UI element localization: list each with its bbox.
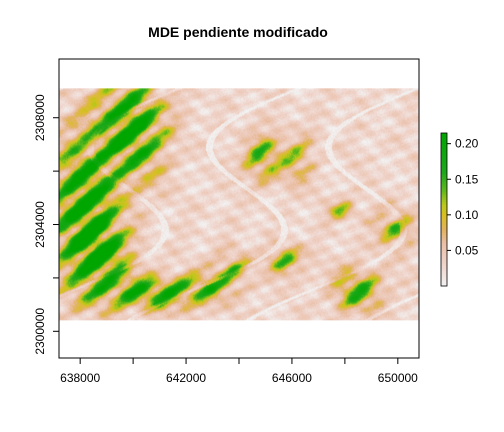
- legend-color-step: [441, 227, 447, 231]
- y-tick-label: 2308000: [33, 94, 47, 141]
- legend-color-step: [441, 158, 447, 162]
- legend-color-step: [441, 150, 447, 154]
- legend-color-step: [441, 229, 447, 234]
- legend-color-step: [441, 148, 447, 152]
- legend-color-step: [441, 240, 447, 244]
- legend-color-step: [441, 219, 447, 223]
- legend-color-step: [441, 235, 447, 239]
- legend-color-step: [441, 252, 447, 256]
- legend-color-step: [441, 171, 447, 175]
- legend-color-step: [441, 184, 447, 188]
- legend-color-step: [441, 201, 447, 205]
- legend-color-step: [441, 194, 447, 198]
- legend-color-step: [441, 217, 447, 221]
- legend-color-step: [441, 166, 447, 170]
- legend-color-step: [441, 161, 447, 165]
- legend-tick-label: 0.10: [455, 208, 479, 222]
- x-tick-label: 638000: [60, 371, 100, 385]
- legend-color-step: [441, 155, 447, 160]
- legend-color-step: [441, 209, 447, 213]
- x-tick-label: 646000: [272, 371, 312, 385]
- legend-color-step: [441, 181, 447, 185]
- legend-color-step: [441, 138, 447, 142]
- legend-color-step: [441, 250, 447, 254]
- legend-color-step: [441, 242, 447, 246]
- raster-image: [59, 88, 419, 321]
- legend-color-step: [441, 257, 447, 262]
- legend-color-step: [441, 255, 447, 259]
- legend-color-step: [441, 273, 447, 277]
- legend-color-step: [441, 153, 447, 157]
- legend-color-step: [441, 143, 447, 147]
- legend-color-step: [441, 204, 447, 208]
- legend-color-step: [441, 265, 447, 269]
- legend-color-step: [441, 173, 447, 177]
- slope-raster: [59, 88, 419, 321]
- legend-color-step: [441, 232, 447, 236]
- legend-tick-label: 0.05: [455, 243, 479, 257]
- x-tick-label: 650000: [378, 371, 418, 385]
- legend-color-step: [441, 224, 447, 228]
- legend-color-step: [441, 145, 447, 149]
- legend-color-step: [441, 196, 447, 200]
- legend-tick-label: 0.15: [455, 172, 479, 186]
- legend-color-step: [441, 260, 447, 264]
- legend-color-step: [441, 283, 447, 287]
- legend-color-step: [441, 212, 447, 216]
- y-tick-label: 2300000: [33, 308, 47, 355]
- legend-color-step: [441, 140, 447, 144]
- legend-color-step: [441, 163, 447, 167]
- legend-color-step: [441, 222, 447, 226]
- chart-title: MDE pendiente modificado: [148, 24, 328, 40]
- x-tick-label: 642000: [166, 371, 206, 385]
- x-axis: 638000 642000 646000 650000: [60, 358, 418, 385]
- legend-color-step: [441, 135, 447, 139]
- y-tick-label: 2304000: [33, 201, 47, 248]
- legend-color-step: [441, 168, 447, 172]
- legend-color-step: [441, 178, 447, 183]
- legend-color-step: [441, 275, 447, 279]
- legend-color-step: [441, 186, 447, 190]
- legend-color-step: [441, 270, 447, 274]
- legend-color-step: [441, 278, 447, 282]
- legend-color-step: [441, 206, 447, 211]
- legend-color-step: [441, 280, 447, 285]
- legend-frame: [440, 132, 448, 287]
- legend-color-step: [441, 245, 447, 249]
- legend-color-step: [441, 176, 447, 180]
- legend-color-step: [441, 133, 447, 137]
- legend-color-step: [441, 189, 447, 193]
- legend-color-step: [441, 237, 447, 241]
- color-legend: 0.05 0.10 0.15 0.20: [440, 132, 479, 287]
- legend-color-step: [441, 247, 447, 251]
- legend-color-step: [441, 268, 447, 272]
- legend-color-step: [441, 199, 447, 203]
- legend-tick-label: 0.20: [455, 137, 479, 151]
- y-axis: 2300000 2304000 2308000: [33, 94, 59, 355]
- legend-color-step: [441, 191, 447, 195]
- legend-color-step: [441, 263, 447, 267]
- legend-color-step: [441, 214, 447, 218]
